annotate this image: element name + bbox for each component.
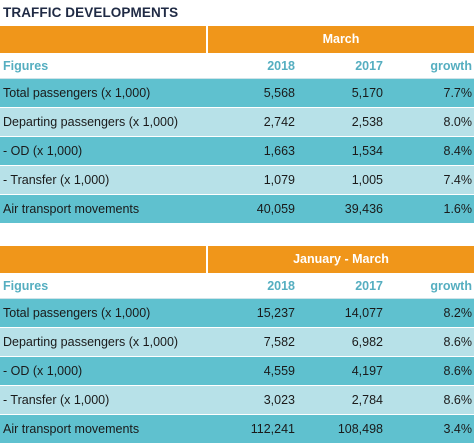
column-header-row: Figures 2018 2017 growth — [0, 273, 474, 299]
row-label: Total passengers (x 1,000) — [3, 86, 151, 100]
value-growth: 8.4% — [443, 144, 473, 158]
column-header-growth: growth — [430, 278, 472, 293]
table-row: Departing passengers (x 1,000) 2,742 2,538… — [0, 108, 474, 137]
value-2017: 108,498 — [337, 422, 383, 436]
column-header-2017: 2017 — [355, 58, 383, 73]
row-label: - Transfer (x 1,000) — [3, 173, 110, 187]
period-label: March — [208, 26, 474, 53]
value-growth: 3.4% — [443, 422, 473, 436]
table-row: - Transfer (x 1,000) 1,079 1,005 7.4% — [0, 166, 474, 195]
header-divider — [206, 246, 208, 273]
value-2018: 5,568 — [263, 86, 295, 100]
value-2018: 7,582 — [263, 335, 295, 349]
table-row: - OD (x 1,000) 1,663 1,534 8.4% — [0, 137, 474, 166]
value-2017: 6,982 — [351, 335, 383, 349]
table-body: Total passengers (x 1,000) 15,237 14,077 8.… — [0, 299, 474, 444]
value-2017: 2,538 — [351, 115, 383, 129]
table-row: Air transport movements 40,059 39,436 1.6% — [0, 195, 474, 224]
value-growth: 7.4% — [443, 173, 473, 187]
header-divider — [206, 26, 208, 53]
column-header-figures: Figures — [3, 58, 49, 73]
value-2017: 2,784 — [351, 393, 383, 407]
value-growth: 1.6% — [443, 202, 473, 216]
value-growth: 8.6% — [443, 364, 473, 378]
value-growth: 8.6% — [443, 335, 473, 349]
value-2018: 2,742 — [263, 115, 295, 129]
row-label: Departing passengers (x 1,000) — [3, 115, 179, 129]
row-label: - OD (x 1,000) — [3, 364, 83, 378]
value-2018: 4,559 — [263, 364, 295, 378]
value-2018: 112,241 — [250, 422, 295, 436]
page-title: TRAFFIC DEVELOPMENTS — [3, 5, 179, 20]
row-label: - OD (x 1,000) — [3, 144, 83, 158]
row-label: Total passengers (x 1,000) — [3, 306, 151, 320]
column-header-row: Figures 2018 2017 growth — [0, 53, 474, 79]
row-label: Air transport movements — [3, 422, 140, 436]
column-header-2018: 2018 — [267, 278, 295, 293]
value-2018: 15,237 — [256, 306, 295, 320]
column-header-figures: Figures — [3, 278, 49, 293]
table-row: Departing passengers (x 1,000) 7,582 6,982… — [0, 328, 474, 357]
table-row: Total passengers (x 1,000) 15,237 14,077 8.… — [0, 299, 474, 328]
table-row: Total passengers (x 1,000) 5,568 5,170 7.7% — [0, 79, 474, 108]
value-2017: 1,005 — [351, 173, 383, 187]
table-row: - Transfer (x 1,000) 3,023 2,784 8.6% — [0, 386, 474, 415]
value-2018: 3,023 — [263, 393, 295, 407]
value-2017: 5,170 — [351, 86, 383, 100]
table-row: - OD (x 1,000) 4,559 4,197 8.6% — [0, 357, 474, 386]
table-body: Total passengers (x 1,000) 5,568 5,170 7.7%… — [0, 79, 474, 224]
value-growth: 7.7% — [443, 86, 473, 100]
row-label: - Transfer (x 1,000) — [3, 393, 110, 407]
value-growth: 8.2% — [443, 306, 473, 320]
value-2018: 40,059 — [256, 202, 295, 216]
row-label: Air transport movements — [3, 202, 140, 216]
table-row: Air transport movements 112,241 108,498 3.4… — [0, 415, 474, 444]
value-2018: 1,079 — [263, 173, 295, 187]
column-header-2018: 2018 — [267, 58, 295, 73]
value-2017: 39,436 — [344, 202, 383, 216]
header-blank-cell — [0, 246, 206, 273]
value-2017: 1,534 — [351, 144, 383, 158]
value-2017: 14,077 — [344, 306, 383, 320]
period-label: January - March — [208, 246, 474, 273]
column-header-growth: growth — [430, 58, 472, 73]
traffic-table-monthly: March Figures 2018 2017 growth Total pas… — [0, 26, 474, 224]
row-label: Departing passengers (x 1,000) — [3, 335, 179, 349]
value-2017: 4,197 — [351, 364, 383, 378]
header-blank-cell — [0, 26, 206, 53]
table-header: January - March — [0, 246, 474, 273]
value-growth: 8.0% — [443, 115, 473, 129]
value-2018: 1,663 — [263, 144, 295, 158]
traffic-table-ytd: January - March Figures 2018 2017 growth… — [0, 246, 474, 444]
table-header: March — [0, 26, 474, 53]
column-header-2017: 2017 — [355, 278, 383, 293]
value-growth: 8.6% — [443, 393, 473, 407]
